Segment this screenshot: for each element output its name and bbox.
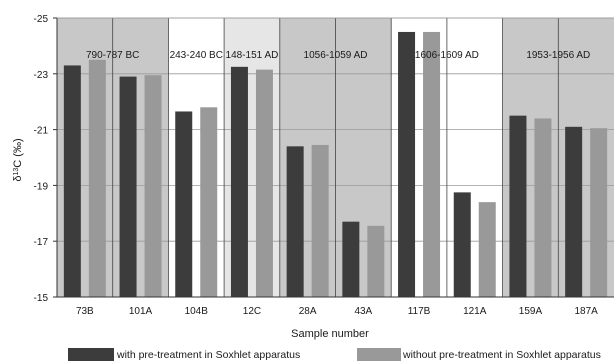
x-tick-label-101A: 101A [129, 306, 153, 317]
period-label-1: 243-240 BC [170, 50, 223, 61]
bar-with-104B [175, 111, 193, 297]
period-label-3: 1056-1059 AD [304, 50, 368, 61]
x-tick-label-12C: 12C [243, 306, 261, 317]
period-label-5: 1953-1956 AD [526, 50, 590, 61]
bar-without-73B [88, 59, 106, 297]
y-tick-label-4: -17 [34, 237, 49, 248]
x-tick-label-104B: 104B [185, 306, 209, 317]
y-tick-label-5: -15 [34, 293, 49, 304]
axes [56, 17, 614, 298]
x-tick-labels: 73B 101A 104B 12C 28A 43A 117B 121A 159A 187A [76, 306, 598, 317]
legend: with pre-treatment in Soxhlet apparatus … [68, 348, 601, 361]
bar-with-12C [230, 66, 248, 297]
period-label-0: 790-787 BC [86, 50, 139, 61]
y-tick-label-0: -25 [34, 14, 49, 25]
period-labels: 790-787 BC 243-240 BC 148-151 AD 1056-1059 … [86, 50, 590, 61]
bar-without-187A [590, 128, 608, 297]
bar-without-121A [478, 202, 496, 297]
period-label-4: 1606-1609 AD [415, 50, 479, 61]
y-tick-labels: -25 -23 -21 -19 -17 -15 [34, 14, 57, 304]
bar-without-117B [423, 31, 441, 297]
bar-without-12C [255, 69, 273, 298]
x-tick-label-187A: 187A [574, 306, 598, 317]
bar-with-28A [286, 146, 304, 297]
legend-swatch-without-soxhlet [357, 348, 401, 361]
bar-with-187A [565, 126, 583, 297]
bar-with-159A [509, 115, 527, 298]
y-tick-label-3: -19 [34, 181, 49, 192]
x-tick-label-43A: 43A [354, 306, 372, 317]
bar-without-43A [367, 225, 385, 297]
bar-without-104B [200, 107, 218, 297]
bar-with-43A [342, 221, 360, 297]
period-label-2: 148-151 AD [226, 50, 279, 61]
bar-with-117B [398, 31, 416, 297]
x-tick-label-159A: 159A [519, 306, 543, 317]
bar-without-101A [144, 75, 162, 297]
y-tick-label-2: -21 [34, 126, 49, 137]
y-axis-label: δ13C (‰) [12, 138, 24, 181]
legend-label-with-soxhlet: with pre-treatment in Soxhlet apparatus [116, 349, 300, 361]
x-tick-label-28A: 28A [299, 306, 317, 317]
category-separators [112, 18, 559, 297]
bar-with-121A [453, 192, 471, 297]
legend-label-without-soxhlet: without pre-treatment in Soxhlet apparat… [402, 349, 601, 361]
x-tick-label-73B: 73B [76, 306, 94, 317]
bar-without-159A [534, 118, 552, 297]
bar-with-73B [63, 65, 81, 298]
bar-without-28A [311, 144, 329, 297]
legend-swatch-with-soxhlet [68, 348, 114, 361]
x-axis-label: Sample number [291, 328, 369, 340]
y-tick-label-1: -23 [34, 70, 49, 81]
x-tick-label-121A: 121A [463, 306, 487, 317]
bars [63, 31, 608, 298]
x-tick-label-117B: 117B [408, 306, 431, 317]
bar-with-101A [119, 76, 137, 297]
